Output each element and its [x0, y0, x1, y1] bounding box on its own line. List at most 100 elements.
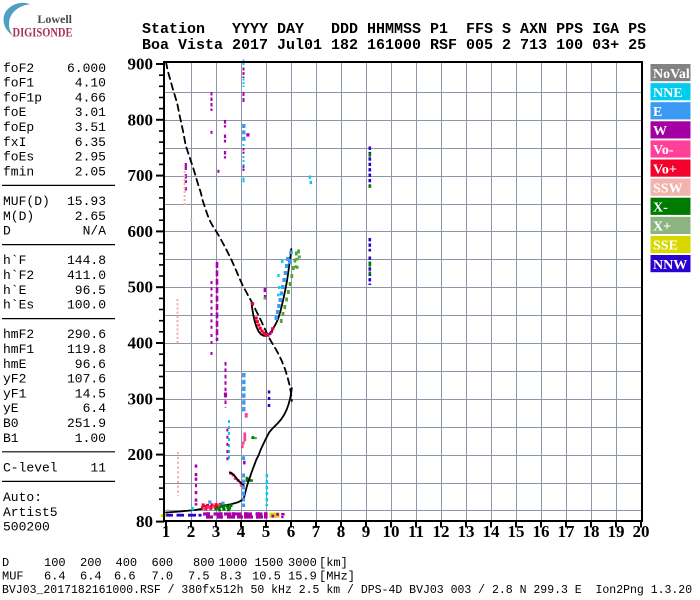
svg-text:h`E: h`E — [3, 283, 27, 298]
svg-text:500: 500 — [128, 278, 154, 297]
svg-text:1: 1 — [162, 522, 171, 541]
svg-text:foE: foE — [3, 105, 27, 120]
svg-text:[km]: [km] — [319, 556, 348, 570]
svg-text:700: 700 — [128, 166, 154, 185]
svg-text:13: 13 — [458, 522, 475, 541]
svg-text:107.6: 107.6 — [67, 372, 106, 387]
svg-text:M(D): M(D) — [3, 209, 34, 224]
svg-text:500200: 500200 — [3, 520, 50, 535]
svg-text:11: 11 — [90, 460, 106, 475]
svg-text:X-: X- — [653, 201, 668, 216]
svg-text:MUF(D): MUF(D) — [3, 194, 50, 209]
svg-text:Boa Vista 2017 Jul01 182 16100: Boa Vista 2017 Jul01 182 161000 RSF 005 … — [142, 37, 646, 54]
svg-text:MUF: MUF — [2, 570, 24, 584]
svg-text:foF1p: foF1p — [3, 90, 42, 105]
svg-text:2.65: 2.65 — [75, 209, 106, 224]
svg-text:2.05: 2.05 — [75, 164, 106, 179]
svg-text:B1: B1 — [3, 431, 19, 446]
svg-text:8.3: 8.3 — [220, 570, 242, 584]
svg-text:yF1: yF1 — [3, 386, 27, 401]
svg-text:4.10: 4.10 — [75, 76, 106, 91]
svg-text:Vo-: Vo- — [653, 143, 674, 158]
svg-text:8: 8 — [337, 522, 346, 541]
svg-text:BVJ03_2017182161000.RSF / 380f: BVJ03_2017182161000.RSF / 380fx512h 50 k… — [2, 584, 692, 597]
svg-text:4: 4 — [237, 522, 246, 541]
svg-text:6.000: 6.000 — [67, 61, 106, 76]
svg-text:11: 11 — [408, 522, 424, 541]
svg-text:Vo+: Vo+ — [653, 162, 677, 177]
svg-text:Artist5: Artist5 — [3, 505, 58, 520]
svg-text:400: 400 — [128, 334, 154, 353]
svg-text:15: 15 — [508, 522, 525, 541]
svg-text:1500: 1500 — [255, 556, 284, 570]
svg-text:hmE: hmE — [3, 357, 27, 372]
svg-text:18: 18 — [583, 522, 600, 541]
svg-text:NNW: NNW — [653, 258, 687, 273]
svg-text:6.4: 6.4 — [80, 570, 102, 584]
svg-text:14: 14 — [483, 522, 501, 541]
svg-text:SSE: SSE — [653, 239, 678, 254]
svg-text:600: 600 — [128, 222, 154, 241]
svg-text:h`F: h`F — [3, 253, 26, 268]
svg-text:B0: B0 — [3, 416, 19, 431]
svg-text:D: D — [2, 556, 9, 570]
svg-text:14.5: 14.5 — [75, 386, 106, 401]
svg-text:3: 3 — [212, 522, 221, 541]
svg-text:X+: X+ — [653, 220, 671, 235]
svg-text:900: 900 — [128, 55, 154, 74]
svg-text:h`F2: h`F2 — [3, 268, 34, 283]
svg-text:6: 6 — [287, 522, 296, 541]
svg-text:100: 100 — [44, 556, 66, 570]
svg-text:1000: 1000 — [219, 556, 248, 570]
svg-text:C-level: C-level — [3, 460, 58, 475]
svg-text:6.4: 6.4 — [44, 570, 66, 584]
svg-text:Station YYYY DAY DDD HHMMS: Station YYYY DAY DDD HHMMSS P1 FFS S AXN… — [142, 21, 646, 38]
svg-text:7.0: 7.0 — [152, 570, 174, 584]
svg-text:fxI: fxI — [3, 135, 26, 150]
svg-text:290.6: 290.6 — [67, 327, 106, 342]
svg-text:foEs: foEs — [3, 150, 34, 165]
svg-text:96.6: 96.6 — [75, 357, 106, 372]
svg-text:N/A: N/A — [83, 224, 107, 239]
svg-text:3.01: 3.01 — [75, 105, 106, 120]
svg-text:5: 5 — [262, 522, 271, 541]
svg-text:10: 10 — [383, 522, 400, 541]
svg-text:foEp: foEp — [3, 120, 34, 135]
svg-text:17: 17 — [558, 522, 576, 541]
svg-text:D: D — [3, 224, 11, 239]
svg-text:6.6: 6.6 — [114, 570, 136, 584]
svg-text:6.35: 6.35 — [75, 135, 106, 150]
svg-text:100.0: 100.0 — [67, 298, 106, 313]
svg-text:200: 200 — [80, 556, 102, 570]
svg-text:16: 16 — [533, 522, 550, 541]
svg-text:[MHz]: [MHz] — [319, 570, 355, 584]
svg-text:yF2: yF2 — [3, 372, 26, 387]
svg-text:7: 7 — [312, 522, 321, 541]
svg-text:3000: 3000 — [288, 556, 317, 570]
svg-text:NoVal: NoVal — [653, 67, 690, 82]
svg-text:10.5: 10.5 — [252, 570, 281, 584]
svg-text:E: E — [653, 105, 662, 120]
svg-text:400: 400 — [116, 556, 138, 570]
svg-text:foF1: foF1 — [3, 76, 34, 91]
svg-text:NNE: NNE — [653, 86, 683, 101]
svg-text:2: 2 — [187, 522, 196, 541]
svg-text:hmF2: hmF2 — [3, 327, 34, 342]
svg-text:SSW: SSW — [653, 181, 683, 196]
svg-text:411.0: 411.0 — [67, 268, 106, 283]
svg-text:119.8: 119.8 — [67, 342, 106, 357]
svg-text:h`Es: h`Es — [3, 298, 34, 313]
svg-text:foF2: foF2 — [3, 61, 34, 76]
svg-text:4.66: 4.66 — [75, 90, 106, 105]
svg-text:hmF1: hmF1 — [3, 342, 34, 357]
svg-text:W: W — [653, 124, 667, 139]
svg-text:144.8: 144.8 — [67, 253, 106, 268]
svg-text:300: 300 — [128, 389, 154, 408]
svg-text:251.9: 251.9 — [67, 416, 106, 431]
svg-text:800: 800 — [193, 556, 215, 570]
svg-text:80: 80 — [136, 512, 153, 531]
svg-text:yE: yE — [3, 401, 19, 416]
svg-text:15.9: 15.9 — [288, 570, 317, 584]
svg-text:Auto:: Auto: — [3, 490, 42, 505]
svg-text:9: 9 — [362, 522, 371, 541]
